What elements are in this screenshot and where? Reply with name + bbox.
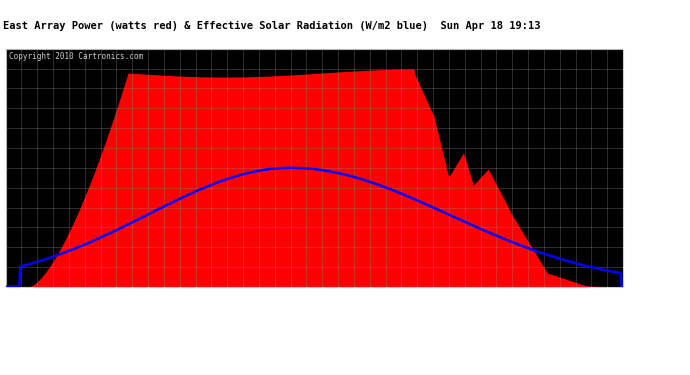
Text: Copyright 2010 Cartronics.com: Copyright 2010 Cartronics.com bbox=[8, 53, 143, 62]
Text: East Array Power (watts red) & Effective Solar Radiation (W/m2 blue)  Sun Apr 18: East Array Power (watts red) & Effective… bbox=[3, 21, 541, 31]
